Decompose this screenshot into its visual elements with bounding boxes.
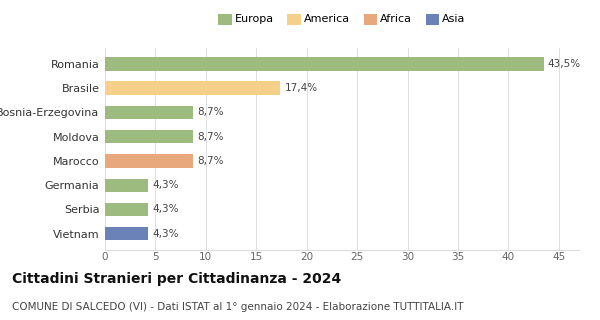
Text: 4,3%: 4,3%: [152, 229, 179, 239]
Bar: [105, 203, 148, 216]
Text: 17,4%: 17,4%: [284, 83, 317, 93]
Text: 43,5%: 43,5%: [548, 59, 581, 69]
Text: 4,3%: 4,3%: [152, 180, 179, 190]
Bar: [105, 130, 193, 143]
Bar: [105, 106, 193, 119]
Text: 8,7%: 8,7%: [197, 132, 223, 142]
Bar: [105, 154, 193, 168]
Text: 8,7%: 8,7%: [197, 108, 223, 117]
Bar: [105, 57, 544, 70]
Text: Cittadini Stranieri per Cittadinanza - 2024: Cittadini Stranieri per Cittadinanza - 2…: [12, 272, 341, 286]
Text: 8,7%: 8,7%: [197, 156, 223, 166]
Bar: [105, 227, 148, 240]
Legend: Europa, America, Africa, Asia: Europa, America, Africa, Asia: [218, 13, 466, 24]
Bar: [105, 179, 148, 192]
Text: COMUNE DI SALCEDO (VI) - Dati ISTAT al 1° gennaio 2024 - Elaborazione TUTTITALIA: COMUNE DI SALCEDO (VI) - Dati ISTAT al 1…: [12, 302, 464, 312]
Text: 4,3%: 4,3%: [152, 204, 179, 214]
Bar: [105, 81, 280, 95]
